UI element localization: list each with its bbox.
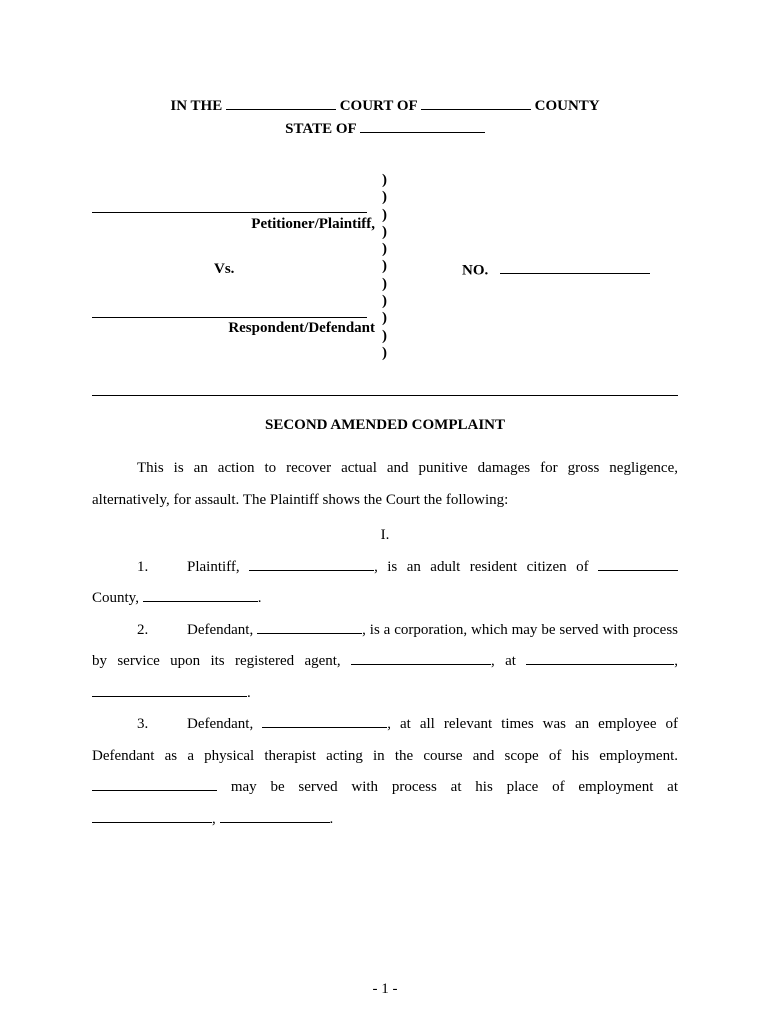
header-middle: COURT OF xyxy=(340,98,417,114)
header-line-2: STATE OF xyxy=(92,118,678,141)
case-no-blank[interactable] xyxy=(500,260,650,274)
state-name-blank[interactable] xyxy=(360,118,485,132)
header-suffix: COUNTY xyxy=(535,98,600,114)
para-2-number: 2. xyxy=(137,615,165,647)
para-2-text-1: Defendant, xyxy=(187,622,257,638)
caption-left-column: Petitioner/Plaintiff, Vs. Respondent/Def… xyxy=(92,172,377,336)
employment-address-2-blank[interactable] xyxy=(220,808,330,822)
para-3-text-5: . xyxy=(330,811,334,827)
para-2-text-5: . xyxy=(247,685,251,701)
header-line-1: IN THE COURT OF COUNTY xyxy=(92,95,678,118)
para-1-number: 1. xyxy=(137,552,165,584)
para-1-text-4: . xyxy=(258,590,262,606)
agent-address-2-blank[interactable] xyxy=(92,682,247,696)
employee-name-blank[interactable] xyxy=(92,777,217,791)
county-name-blank[interactable] xyxy=(421,96,531,110)
plaintiff-name-blank[interactable] xyxy=(249,556,374,570)
respondent-name-blank[interactable] xyxy=(92,303,367,318)
divider-rule xyxy=(92,395,678,396)
para-3-number: 3. xyxy=(137,709,165,741)
case-number-field: NO. xyxy=(462,260,650,278)
document-title: SECOND AMENDED COMPLAINT xyxy=(92,418,678,433)
court-name-blank[interactable] xyxy=(226,96,336,110)
para-1-text-3: County, xyxy=(92,590,143,606)
caption-divider-parens: ) ) ) ) ) ) ) ) ) ) ) xyxy=(382,172,387,362)
employment-address-1-blank[interactable] xyxy=(92,808,212,822)
plaintiff-state-blank[interactable] xyxy=(143,588,258,602)
respondent-label: Respondent/Defendant xyxy=(92,321,377,336)
para-3-text-3: may be served with process at his place … xyxy=(217,779,678,795)
defendant-corp-blank[interactable] xyxy=(257,619,362,633)
petitioner-label: Petitioner/Plaintiff, xyxy=(92,217,377,232)
defendant-employee-blank[interactable] xyxy=(262,714,387,728)
para-3-text-4: , xyxy=(212,811,220,827)
paragraph-3: 3.Defendant, , at all relevant times was… xyxy=(92,709,678,835)
vs-label: Vs. xyxy=(92,262,377,277)
registered-agent-blank[interactable] xyxy=(351,651,491,665)
petitioner-name-blank[interactable] xyxy=(92,198,367,213)
header-prefix: IN THE xyxy=(170,98,222,114)
para-2-text-4: , xyxy=(674,653,678,669)
paragraph-1: 1. Plaintiff, , is an adult resident citi… xyxy=(92,552,678,615)
intro-paragraph: This is an action to recover actual and … xyxy=(92,453,678,516)
page-content: IN THE COURT OF COUNTY STATE OF Petition… xyxy=(0,0,770,875)
court-header: IN THE COURT OF COUNTY STATE OF xyxy=(92,95,678,140)
section-1-label: I. xyxy=(92,520,678,552)
agent-address-1-blank[interactable] xyxy=(526,651,674,665)
case-no-label: NO. xyxy=(462,262,488,278)
para-2-text-3: , at xyxy=(491,653,526,669)
state-prefix: STATE OF xyxy=(285,121,356,137)
page-number: - 1 - xyxy=(0,981,770,998)
para-1-text-1: Plaintiff, xyxy=(187,559,249,575)
case-caption: Petitioner/Plaintiff, Vs. Respondent/Def… xyxy=(92,172,678,367)
para-3-text-1: Defendant, xyxy=(187,716,262,732)
para-1-text-2: , is an adult resident citizen of xyxy=(374,559,598,575)
paragraph-2: 2.Defendant, , is a corporation, which m… xyxy=(92,615,678,710)
intro-text: This is an action to recover actual and … xyxy=(92,453,678,516)
plaintiff-county-blank[interactable] xyxy=(598,556,678,570)
